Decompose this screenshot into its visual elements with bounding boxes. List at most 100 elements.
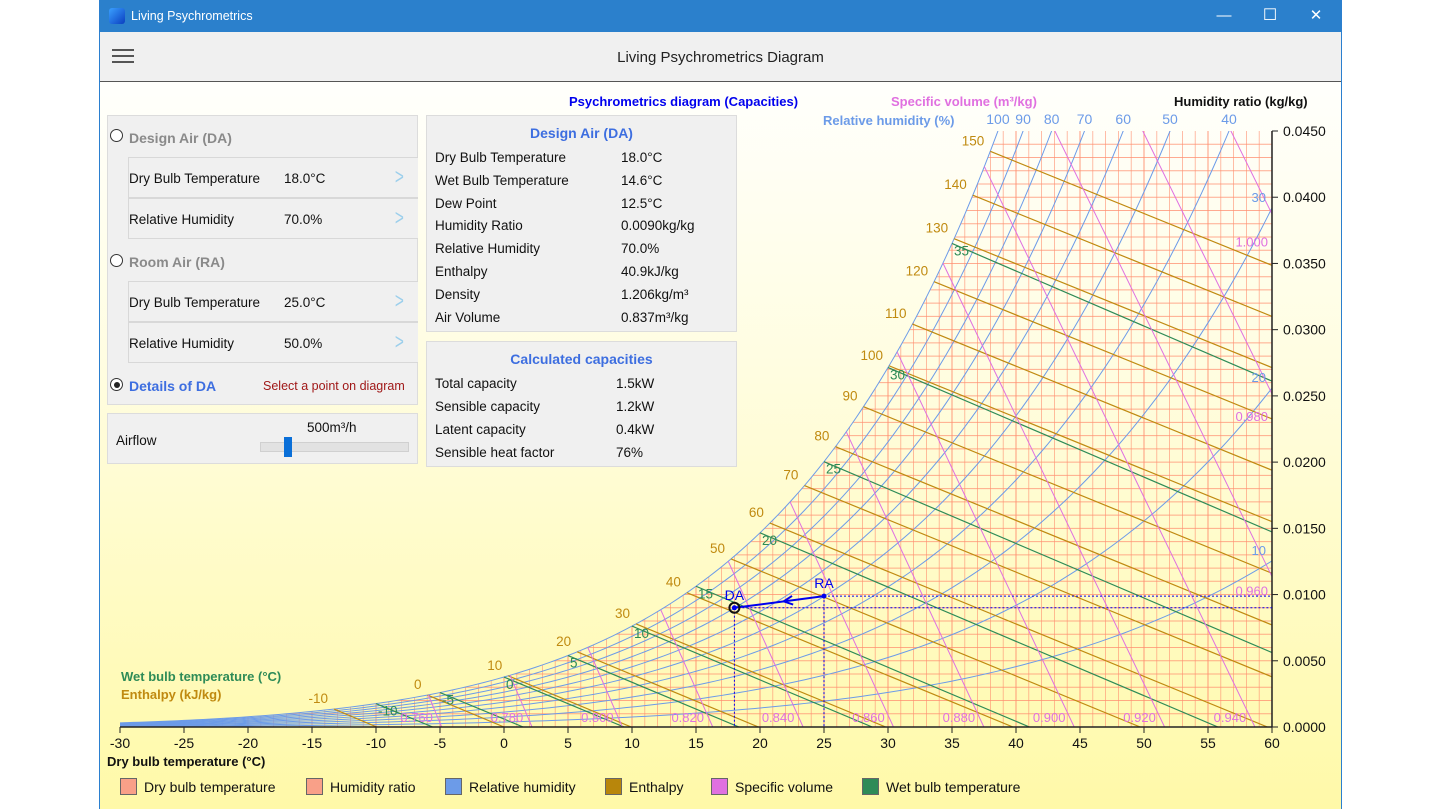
specific-volume-line: [789, 501, 894, 727]
x-tick-label: -20: [238, 735, 258, 751]
selected-point-ring: [728, 601, 741, 614]
specific-volume-line: [727, 561, 804, 727]
rh-label: 50: [1162, 111, 1178, 127]
hamburger-menu-icon[interactable]: [112, 49, 134, 63]
specific-volume-line: [660, 609, 714, 727]
specific-volume-label: 0.840: [762, 710, 795, 725]
legend-swatch: [306, 778, 323, 795]
enthalpy-label: 80: [814, 429, 829, 444]
legend-item: Relative humidity: [445, 778, 576, 795]
arrowhead-icon: [781, 595, 794, 606]
detail-value: 76%: [616, 445, 644, 460]
app-icon: [109, 8, 125, 24]
airflow-slider-thumb[interactable]: [284, 437, 293, 457]
detail-label: Air Volume: [435, 309, 501, 325]
enthalpy-axis-title: Enthalpy (kJ/kg): [121, 687, 221, 702]
process-arrow: [734, 595, 825, 609]
enthalpy-label: 120: [906, 264, 929, 279]
x-tick-label: 20: [752, 735, 768, 751]
close-button[interactable]: ✕: [1309, 7, 1323, 24]
enthalpy-line: [427, 694, 505, 727]
x-tick-label: -10: [366, 735, 386, 751]
rh-label: 20: [1252, 370, 1266, 385]
row-label: Relative Humidity: [129, 336, 235, 351]
maximize-button[interactable]: ☐: [1262, 7, 1278, 24]
legend-swatch: [711, 778, 728, 795]
title-bar: Living Psychrometrics — ☐ ✕: [100, 0, 1341, 32]
point-label: DA: [725, 587, 745, 603]
wet-bulb-line: [759, 532, 1219, 727]
da-relative-humidity-row[interactable]: Relative Humidity 70.0% >: [128, 198, 418, 239]
da-dry-bulb-row[interactable]: Dry Bulb Temperature 18.0°C >: [128, 157, 418, 198]
row-value: 70.0%: [284, 212, 323, 227]
chevron-right-icon[interactable]: >: [395, 164, 405, 189]
x-tick-label: -30: [110, 735, 130, 751]
chart-title: Psychrometrics diagram (Capacities): [569, 94, 798, 109]
specific-volume-label: 0.980: [1235, 409, 1268, 424]
detail-label: Total capacity: [435, 376, 517, 391]
detail-label: Dry Bulb Temperature: [435, 150, 567, 165]
room-air-radio[interactable]: [110, 254, 123, 267]
enthalpy-label: 0: [414, 677, 422, 692]
detail-value: 12.5°C: [621, 195, 663, 211]
panel-title: Calculated capacities: [510, 351, 653, 367]
detail-label: Wet Bulb Temperature: [435, 172, 569, 188]
ra-dry-bulb-row[interactable]: Dry Bulb Temperature 25.0°C >: [128, 281, 418, 322]
enthalpy-label: 100: [861, 348, 884, 363]
wet-bulb-label: -10: [378, 704, 398, 719]
y-tick-label: 0.0350: [1283, 255, 1326, 271]
wet-bulb-line: [439, 691, 524, 727]
wet-bulb-label: 35: [954, 243, 969, 258]
app-header: Living Psychrometrics Diagram: [100, 32, 1341, 82]
specific-volume-line: [983, 166, 1256, 727]
enthalpy-line: [972, 194, 1272, 318]
enthalpy-line: [576, 651, 759, 727]
x-tick-label: 0: [500, 735, 508, 751]
enthalpy-label: 50: [710, 541, 725, 556]
minimize-button[interactable]: —: [1216, 7, 1232, 24]
chevron-right-icon[interactable]: >: [395, 329, 405, 354]
detail-label: Enthalpy: [435, 264, 488, 279]
enthalpy-line: [333, 708, 377, 727]
rh-label: 60: [1115, 111, 1131, 127]
legend-item: Specific volume: [711, 778, 833, 795]
chevron-right-icon[interactable]: >: [395, 288, 405, 313]
enthalpy-label: 150: [962, 133, 985, 148]
ra-relative-humidity-row[interactable]: Relative Humidity 50.0% >: [128, 322, 418, 363]
row-label: Dry Bulb Temperature: [129, 171, 261, 186]
enthalpy-line: [635, 623, 886, 727]
specific-volume-label: 0.920: [1123, 710, 1156, 725]
rh-label: 40: [1221, 111, 1237, 127]
chevron-right-icon[interactable]: >: [395, 205, 405, 230]
airflow-value: 500m³/h: [307, 420, 357, 435]
specific-volume-label: 0.820: [671, 710, 704, 725]
x-tick-label: 40: [1008, 735, 1024, 751]
rh-curve: [120, 207, 1272, 727]
rh-label: 10: [1252, 543, 1266, 558]
airflow-slider-track[interactable]: [260, 442, 409, 452]
row-label: Relative Humidity: [129, 212, 235, 227]
design-air-radio[interactable]: [110, 129, 123, 142]
enthalpy-label: 20: [556, 634, 571, 649]
enthalpy-label: 30: [615, 606, 630, 621]
page-title: Living Psychrometrics Diagram: [617, 49, 824, 66]
rh-curve: [120, 131, 1230, 726]
enthalpy-line: [863, 406, 1272, 574]
details-radio[interactable]: [110, 378, 123, 391]
legend-item: Dry bulb temperature: [120, 778, 276, 795]
detail-label: Latent capacity: [435, 422, 526, 437]
specific-volume-line: [1142, 131, 1272, 396]
detail-value: 40.9kJ/kg: [621, 264, 679, 279]
wet-bulb-label: -5: [442, 693, 454, 708]
x-tick-label: 15: [688, 735, 704, 751]
rh-curve: [120, 131, 1124, 726]
legend-label: Enthalpy: [629, 778, 684, 795]
specific-volume-label: 0.800: [581, 710, 614, 725]
legend-swatch: [445, 778, 462, 795]
legend-swatch: [120, 778, 137, 795]
y-tick-label: 0.0050: [1283, 653, 1326, 669]
enthalpy-label: 90: [842, 389, 857, 404]
y-tick-label: 0.0200: [1283, 454, 1326, 470]
enthalpy-label: 40: [666, 575, 681, 590]
detail-label: Sensible capacity: [435, 399, 541, 414]
